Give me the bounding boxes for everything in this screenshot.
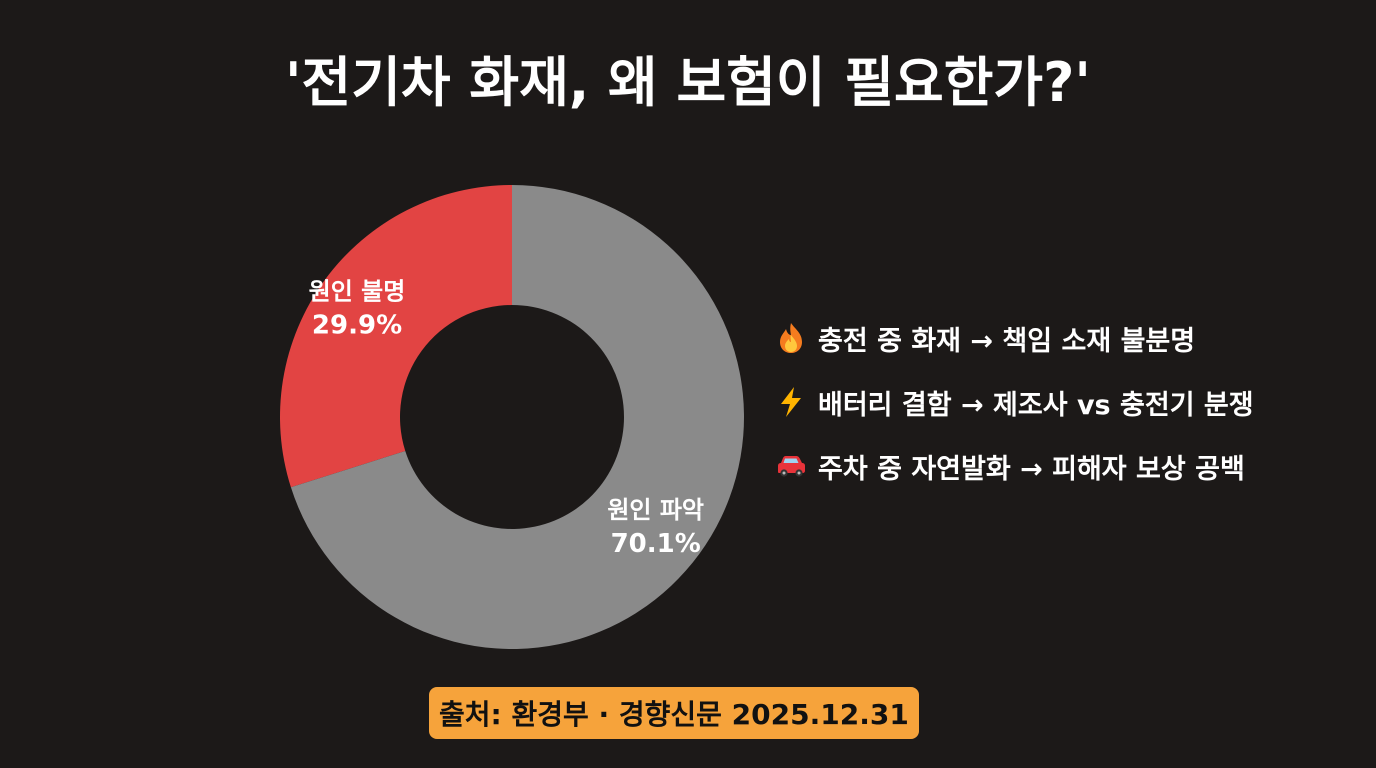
fire-icon [780,323,802,353]
pie-slice [279,185,512,488]
car-icon [778,456,805,477]
slice-label: 원인 파악 [607,496,704,524]
slice-value-label: 29.9% [312,311,402,341]
list-item: 충전 중 화재 → 책임 소재 불분명 [774,320,1364,357]
slice-value-label: 70.1% [611,529,701,559]
chart-title: '전기차 화재, 왜 보험이 필요한가?' [285,51,1091,114]
list-item: 주차 중 자연발화 → 피해자 보상 공백 [774,448,1364,485]
list-item: 배터리 결함 → 제조사 vs 충전기 분쟁 [774,384,1364,421]
bullet-list: 충전 중 화재 → 책임 소재 불분명 배터리 결함 → 제조사 vs 충전기 … [774,320,1364,512]
pie-slice [290,185,744,649]
bullet-text: 배터리 결함 → 제조사 vs 충전기 분쟁 [818,389,1254,421]
slice-label: 원인 불명 [309,278,406,306]
source-badge: 출처: 환경부 · 경향신문 2025.12.31 [429,687,919,739]
bullet-text: 충전 중 화재 → 책임 소재 불분명 [818,325,1196,357]
bullet-text: 주차 중 자연발화 → 피해자 보상 공백 [818,453,1245,485]
lightning-icon [781,387,801,417]
